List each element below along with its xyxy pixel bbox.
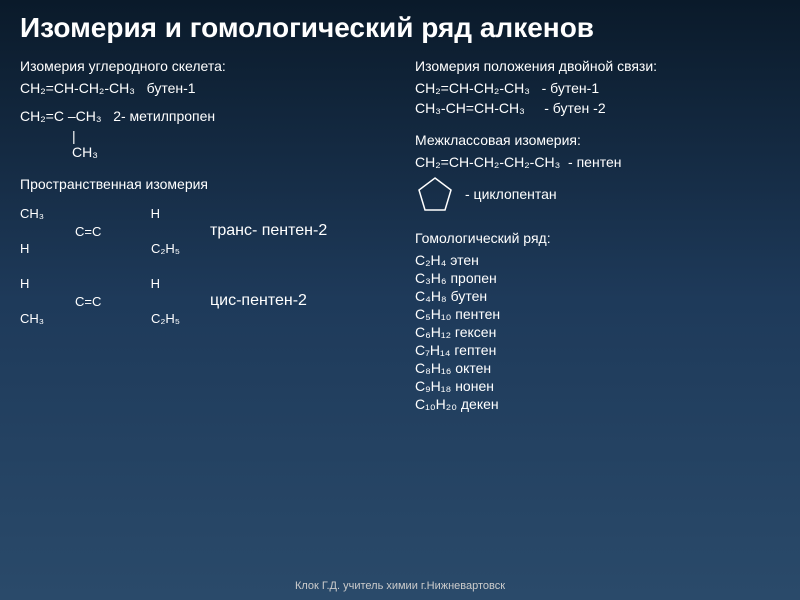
homologous-row: C₉H₁₈ нонен <box>415 378 780 394</box>
homologous-row: C₄H₈ бутен <box>415 288 780 304</box>
cis-tr: H <box>151 276 160 291</box>
cis-tl: H <box>20 276 29 291</box>
cis-center: C=C <box>75 294 101 309</box>
trans-br: C₂H₅ <box>151 241 180 256</box>
cis-bl: CH₃ <box>20 311 44 326</box>
trans-tl: CH₃ <box>20 206 44 221</box>
content-area: Изомерия углеродного скелета: CH₂=CH-CH₂… <box>20 58 780 428</box>
cis-structure: H H C=C CH₃ C₂H₅ <box>20 276 190 326</box>
interclass-block: Межклассовая изомерия: CH₂=CH-CH₂-CH₂-CH… <box>415 132 780 214</box>
homologous-row: C₁₀H₂₀ декен <box>415 396 780 412</box>
interclass-line1: CH₂=CH-CH₂-CH₂-CH₃ - пентен <box>415 154 780 170</box>
double-bond-line2: CH₃-CH=CH-CH₃ - бутен -2 <box>415 100 780 116</box>
homologous-row: C₅H₁₀ пентен <box>415 306 780 322</box>
trans-bl: H <box>20 241 29 256</box>
trans-tr: H <box>151 206 160 221</box>
trans-center: C=C <box>75 224 101 239</box>
trans-structure: CH₃ H C=C H C₂H₅ <box>20 206 190 256</box>
homologous-row: C₆H₁₂ гексен <box>415 324 780 340</box>
carbon-skeleton-block: Изомерия углеродного скелета: CH₂=CH-CH₂… <box>20 58 385 160</box>
homologous-row: C₇H₁₄ гептен <box>415 342 780 358</box>
double-bond-block: Изомерия положения двойной связи: CH₂=CH… <box>415 58 780 116</box>
homologous-row: C₂H₄ этен <box>415 252 780 268</box>
branch-ch3: CH₃ <box>72 144 385 160</box>
cis-br: C₂H₅ <box>151 311 180 326</box>
carbon-skeleton-line1: CH₂=CH-CH₂-CH₃ бутен-1 <box>20 80 385 96</box>
cis-structure-row: H H C=C CH₃ C₂H₅ цис-пентен-2 <box>20 276 385 326</box>
left-column: Изомерия углеродного скелета: CH₂=CH-CH₂… <box>20 58 385 428</box>
cis-label: цис-пентен-2 <box>210 292 307 310</box>
footer-credit: Клок Г.Д. учитель химии г.Нижневартовск <box>0 580 800 592</box>
spatial-heading: Пространственная изомерия <box>20 176 385 192</box>
homologous-block: Гомологический ряд: C₂H₄ этен C₃H₆ пропен… <box>415 230 780 412</box>
homologous-heading: Гомологический ряд: <box>415 230 780 246</box>
homologous-row: C₈H₁₆ октен <box>415 360 780 376</box>
trans-structure-row: CH₃ H C=C H C₂H₅ транс- пентен-2 <box>20 206 385 256</box>
double-bond-heading: Изомерия положения двойной связи: <box>415 58 780 74</box>
homologous-row: C₃H₆ пропен <box>415 270 780 286</box>
pentagon-icon <box>415 174 455 214</box>
slide-title: Изомерия и гомологический ряд алкенов <box>20 12 780 44</box>
homologous-list: C₂H₄ этен C₃H₆ пропен C₄H₈ бутен C₅H₁₀ пент… <box>415 252 780 412</box>
right-column: Изомерия положения двойной связи: CH₂=CH… <box>415 58 780 428</box>
double-bond-line1: CH₂=CH-CH₂-CH₃ - бутен-1 <box>415 80 780 96</box>
cyclopentane-row: - циклопентан <box>415 174 780 214</box>
trans-label: транс- пентен-2 <box>210 222 327 240</box>
cyclopentane-label: - циклопентан <box>465 186 557 202</box>
carbon-skeleton-line2: CH₂=C –CH₃ 2- метилпропен <box>20 108 385 124</box>
carbon-skeleton-heading: Изомерия углеродного скелета: <box>20 58 385 74</box>
branch-line: | <box>72 128 385 144</box>
interclass-heading: Межклассовая изомерия: <box>415 132 780 148</box>
spatial-isomerism-block: Пространственная изомерия CH₃ H C=C H C₂… <box>20 176 385 326</box>
